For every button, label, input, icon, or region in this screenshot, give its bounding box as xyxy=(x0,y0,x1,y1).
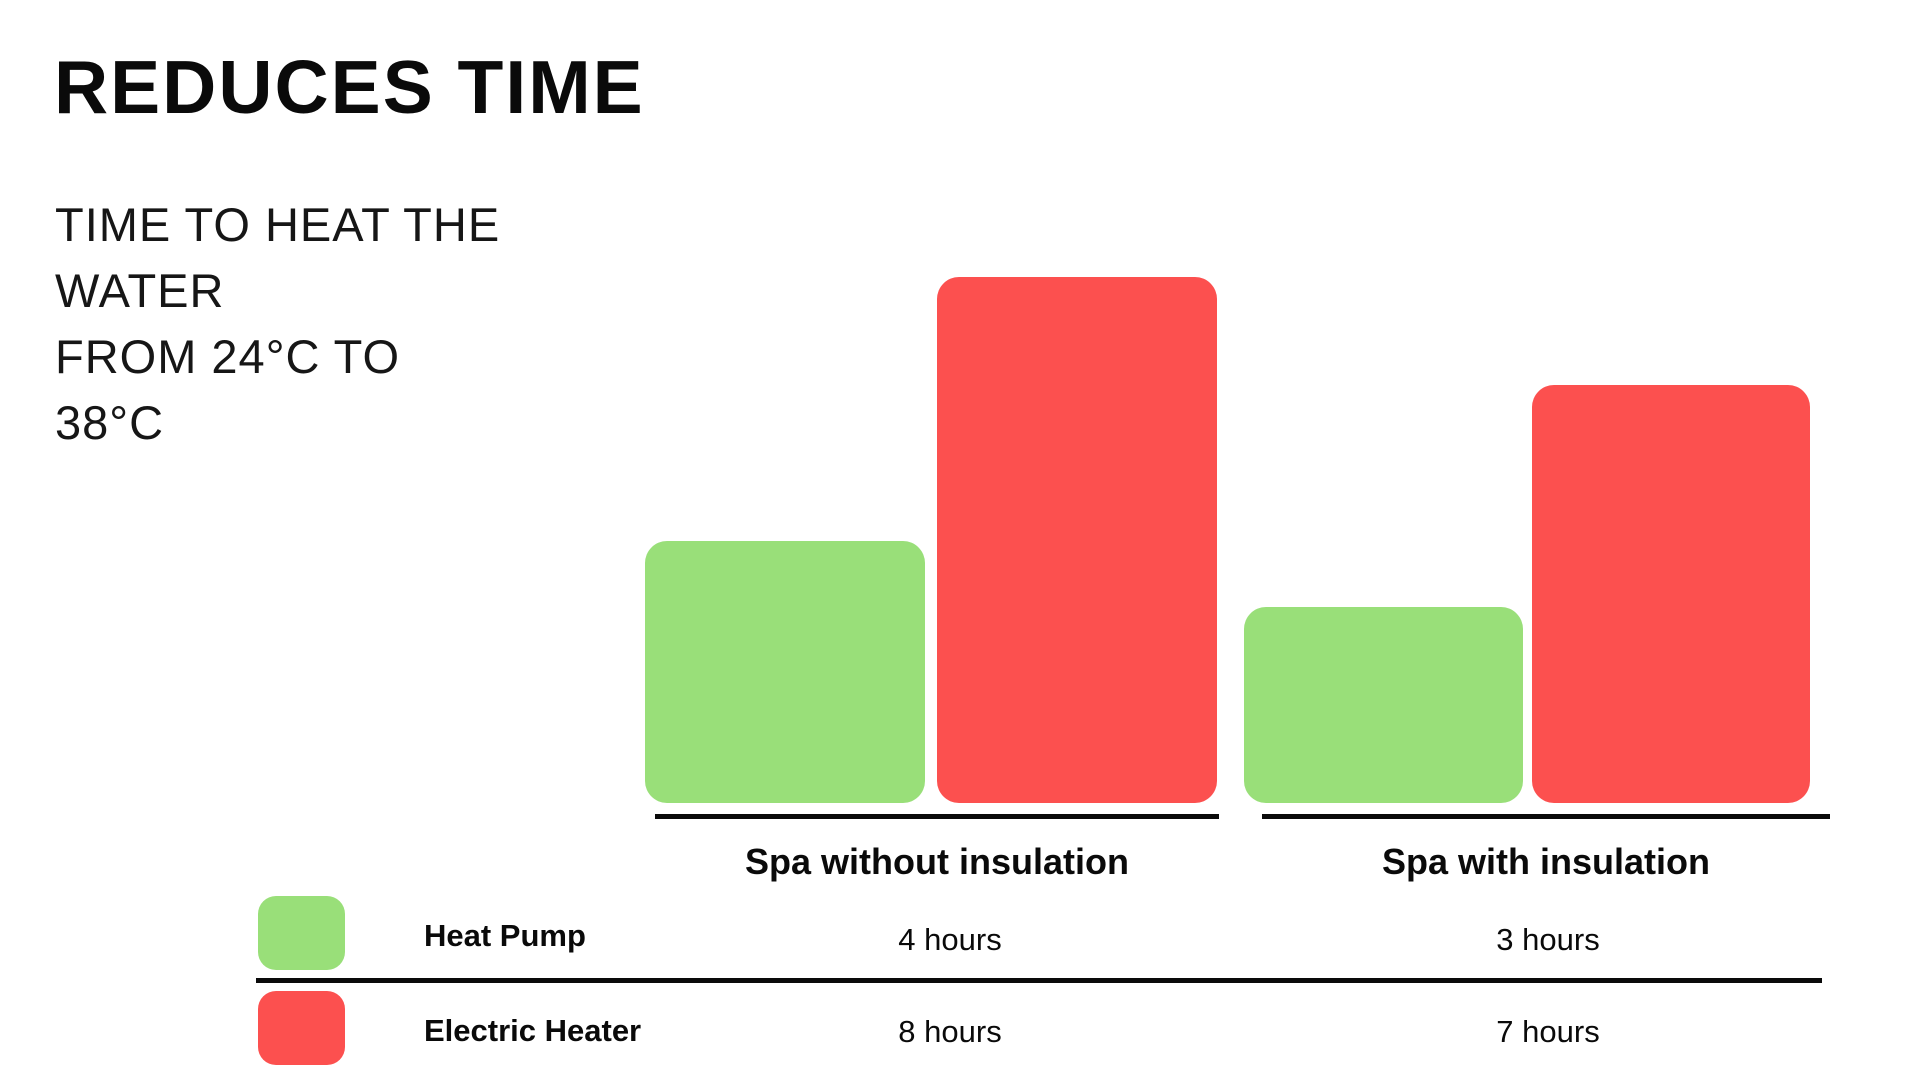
bar-heat-pump-spa-without-insulation xyxy=(645,541,925,803)
subtitle-line: FROM 24°C TO xyxy=(55,330,401,383)
baseline-spa-without-insulation xyxy=(655,814,1219,819)
value-electric-heater-without-insulation: 8 hours xyxy=(898,1014,1002,1049)
value-heat-pump-with-insulation: 3 hours xyxy=(1496,922,1600,957)
baseline-spa-with-insulation xyxy=(1262,814,1830,819)
bar-electric-heater-spa-with-insulation xyxy=(1532,385,1810,803)
legend-divider xyxy=(256,978,1822,983)
value-heat-pump-without-insulation: 4 hours xyxy=(898,922,1002,957)
value-electric-heater-with-insulation: 7 hours xyxy=(1496,1014,1600,1049)
page-title: REDUCES TIME xyxy=(54,45,645,129)
legend-label-electric-heater: Electric Heater xyxy=(424,1013,642,1048)
bar-electric-heater-spa-without-insulation xyxy=(937,277,1217,803)
category-label-spa-without-insulation: Spa without insulation xyxy=(745,841,1129,882)
electric-heater-swatch-icon xyxy=(258,991,345,1065)
legend-label-heat-pump: Heat Pump xyxy=(424,918,586,953)
subtitle-line: WATER xyxy=(55,264,225,317)
category-label-spa-with-insulation: Spa with insulation xyxy=(1381,841,1710,882)
bar-heat-pump-spa-with-insulation xyxy=(1244,607,1523,803)
subtitle-line: TIME TO HEAT THE xyxy=(55,198,501,251)
chart-subtitle: TIME TO HEAT THE WATER FROM 24°C TO 38°C xyxy=(55,192,500,456)
heat-pump-swatch-icon xyxy=(258,896,345,970)
subtitle-line: 38°C xyxy=(55,396,165,449)
